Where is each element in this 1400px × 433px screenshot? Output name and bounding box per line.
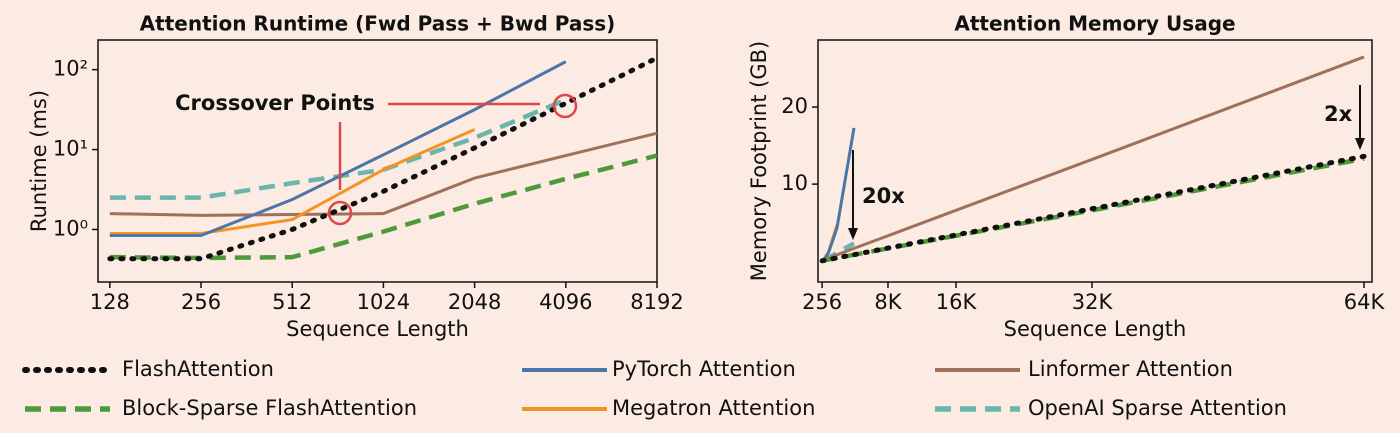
y-tick-label: 10¹ bbox=[53, 137, 88, 161]
x-tick-label: 64K bbox=[1344, 290, 1386, 314]
annotation: Crossover Points bbox=[175, 91, 375, 115]
x-tick-label: 32K bbox=[1072, 290, 1114, 314]
y-axis-label: Runtime (ms) bbox=[27, 90, 51, 232]
annotation: 20x bbox=[862, 184, 905, 208]
y-tick-label: 10 bbox=[781, 171, 808, 195]
legend-label: Megatron Attention bbox=[612, 396, 815, 420]
x-tick-label: 4096 bbox=[539, 290, 592, 314]
x-tick-label: 128 bbox=[90, 290, 130, 314]
x-tick-label: 256 bbox=[181, 290, 221, 314]
plot-frame bbox=[97, 39, 658, 283]
crossover-marker bbox=[552, 93, 578, 119]
x-tick-label: 512 bbox=[272, 290, 312, 314]
y-axis-label: Memory Footprint (GB) bbox=[747, 41, 771, 281]
x-tick-label: 16K bbox=[936, 290, 978, 314]
legend-label: Block-Sparse FlashAttention bbox=[122, 396, 417, 420]
y-tick-label: 10⁰ bbox=[53, 216, 88, 240]
legend-label: OpenAI Sparse Attention bbox=[1028, 396, 1287, 420]
legend-label: Linformer Attention bbox=[1028, 357, 1233, 381]
series-line bbox=[109, 153, 657, 261]
annotation: 2x bbox=[1324, 102, 1353, 126]
legend-label: FlashAttention bbox=[122, 357, 274, 381]
series-line bbox=[819, 153, 1367, 264]
series-line bbox=[109, 131, 657, 217]
series-line bbox=[109, 60, 567, 238]
x-tick-label: 8192 bbox=[630, 290, 683, 314]
series-line bbox=[821, 55, 1365, 262]
x-axis-label: Sequence Length bbox=[1004, 317, 1187, 341]
x-axis-label: Sequence Length bbox=[286, 317, 469, 341]
legend-label: PyTorch Attention bbox=[612, 357, 796, 381]
x-tick-label: 8K bbox=[874, 290, 902, 314]
chart-title: Attention Runtime (Fwd Pass + Bwd Pass) bbox=[140, 12, 616, 36]
arrow-head bbox=[848, 228, 858, 240]
y-tick-label: 20 bbox=[781, 94, 808, 118]
x-tick-label: 1024 bbox=[357, 290, 410, 314]
series-line bbox=[821, 127, 856, 262]
chart-title: Attention Memory Usage bbox=[954, 12, 1235, 36]
crossover-marker bbox=[327, 200, 353, 226]
arrow-head bbox=[1355, 138, 1365, 150]
x-tick-label: 256 bbox=[802, 290, 842, 314]
x-tick-label: 2048 bbox=[448, 290, 501, 314]
series-line bbox=[109, 128, 476, 236]
y-tick-label: 10² bbox=[53, 57, 88, 81]
plot-frame bbox=[817, 39, 1373, 283]
series-line bbox=[107, 55, 657, 262]
